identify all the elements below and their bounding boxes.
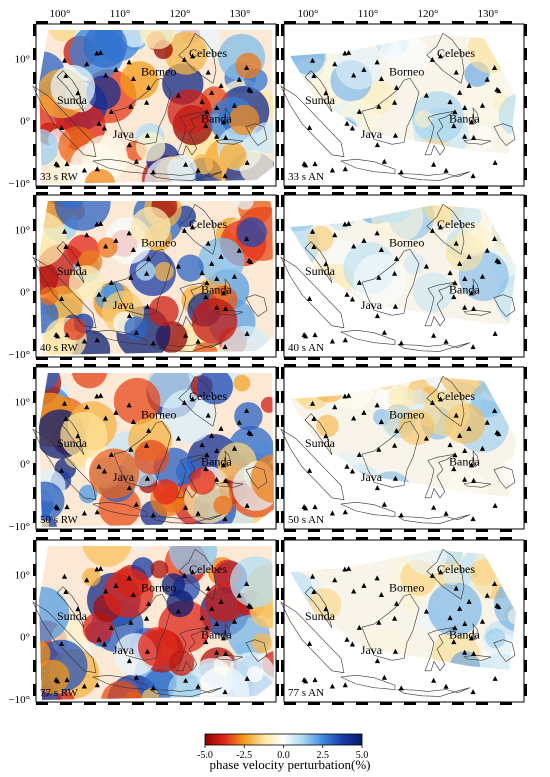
longitude-label: 120° [170, 8, 191, 20]
panel-label: 40 s RW [40, 342, 79, 354]
seismic-stations [53, 49, 254, 179]
panel-label: 77 s AN [288, 687, 324, 699]
place-label-sunda: Sunda [57, 436, 88, 450]
place-label-celebes: Celebes [189, 217, 227, 231]
map-panel-33-s-rw: Borneo Celebes Sunda Java Banda 33 s RW 100° 11… [8, 8, 279, 190]
place-label-celebes: Celebes [437, 389, 475, 403]
place-label-banda: Banda [449, 111, 480, 125]
place-label-banda: Banda [201, 111, 232, 125]
place-label-java: Java [113, 298, 135, 312]
map-panel-50-s-rw: Borneo Celebes Sunda Java Banda 50 s RW 10° 0° −… [8, 364, 279, 533]
seismic-stations [301, 565, 502, 695]
place-label-java: Java [113, 643, 135, 657]
place-label-banda: Banda [449, 282, 480, 296]
latitude-label: 0° [20, 459, 30, 471]
map-panel-40-s-rw: Borneo Celebes Sunda Java Banda 40 s RW 10° 0° −… [8, 192, 279, 361]
place-label-sunda: Sunda [305, 93, 336, 107]
latitude-label: −10° [8, 694, 30, 706]
place-label-celebes: Celebes [437, 217, 475, 231]
place-label-java: Java [361, 298, 383, 312]
place-label-java: Java [361, 643, 383, 657]
colorbar-tick-label: 0.0 [277, 750, 290, 761]
longitude-label: 110° [358, 8, 379, 20]
place-label-sunda: Sunda [305, 436, 336, 450]
place-label-banda: Banda [201, 282, 232, 296]
place-label-celebes: Celebes [189, 46, 227, 60]
seismic-stations [53, 220, 254, 350]
panel-label: 50 s AN [288, 514, 324, 526]
colorbar: -5.0 -2.5 0.0 2.5 5.0 [197, 733, 369, 761]
place-label-borneo: Borneo [141, 65, 176, 79]
place-label-sunda: Sunda [57, 93, 88, 107]
coastlines [280, 548, 516, 697]
map-panel-50-s-an: Borneo Celebes Sunda Java Banda 50 s AN [280, 364, 527, 532]
map-panel-40-s-an: Borneo Celebes Sunda Java Banda 40 s AN [280, 192, 527, 360]
colorbar-tick-label: -5.0 [197, 750, 213, 761]
latitude-label: −10° [8, 521, 30, 533]
place-label-celebes: Celebes [437, 46, 475, 60]
longitude-label: 120° [418, 8, 439, 20]
velocity-field [39, 201, 274, 355]
longitude-label: 130° [478, 8, 499, 20]
map-panel-77-s-rw: Borneo Celebes Sunda Java Banda 77 s RW 10° 0° −… [8, 537, 279, 706]
longitude-label: 110° [110, 8, 131, 20]
place-label-borneo: Borneo [389, 236, 424, 250]
place-label-borneo: Borneo [141, 408, 176, 422]
seismic-stations [301, 392, 502, 522]
place-label-sunda: Sunda [57, 264, 88, 278]
velocity-field [39, 373, 274, 527]
place-label-sunda: Sunda [305, 609, 336, 623]
latitude-label: 0° [20, 632, 30, 644]
seismic-stations [53, 392, 254, 522]
latitude-label: 10° [15, 396, 30, 408]
place-label-banda: Banda [449, 627, 480, 641]
place-label-java: Java [113, 127, 135, 141]
coastlines [280, 32, 516, 181]
colorbar-title: phase velocity perturbation(%) [209, 757, 371, 772]
panel-label: 40 s AN [288, 342, 324, 354]
seismic-stations [53, 565, 254, 695]
panel-label: 77 s RW [40, 687, 79, 699]
latitude-label: 10° [15, 224, 30, 236]
place-label-banda: Banda [449, 454, 480, 468]
seismic-stations [301, 220, 502, 350]
colorbar-tick-label: 5.0 [356, 750, 369, 761]
panel-label: 50 s RW [40, 514, 79, 526]
panel-label: 33 s AN [288, 171, 324, 183]
place-label-java: Java [113, 470, 135, 484]
place-label-sunda: Sunda [305, 264, 336, 278]
colorbar-tick-label: -2.5 [236, 750, 252, 761]
map-panel-33-s-an: Borneo Celebes Sunda Java Banda 33 s AN 100° 11… [280, 8, 527, 189]
colorbar-tick-label: 2.5 [317, 750, 330, 761]
latitude-label: 10° [15, 569, 30, 581]
place-label-borneo: Borneo [141, 581, 176, 595]
place-label-banda: Banda [201, 627, 232, 641]
place-label-borneo: Borneo [141, 236, 176, 250]
coastlines [32, 375, 268, 524]
latitude-label: 0° [20, 287, 30, 299]
place-label-banda: Banda [201, 454, 232, 468]
map-panel-77-s-an: Borneo Celebes Sunda Java Banda 77 s AN [280, 537, 527, 705]
place-label-java: Java [361, 470, 383, 484]
place-label-java: Java [361, 127, 383, 141]
place-label-borneo: Borneo [389, 581, 424, 595]
latitude-label: −10° [8, 178, 30, 190]
place-label-sunda: Sunda [57, 609, 88, 623]
place-label-celebes: Celebes [189, 389, 227, 403]
panel-label: 33 s RW [40, 171, 79, 183]
coastlines [32, 548, 268, 697]
place-label-borneo: Borneo [389, 65, 424, 79]
place-label-borneo: Borneo [389, 408, 424, 422]
place-label-celebes: Celebes [437, 562, 475, 576]
longitude-label: 100° [50, 8, 71, 20]
longitude-label: 100° [298, 8, 319, 20]
seismic-stations [301, 49, 502, 179]
longitude-label: 130° [230, 8, 251, 20]
latitude-label: 10° [15, 53, 30, 65]
colorbar-gradient [204, 733, 363, 746]
place-label-celebes: Celebes [189, 562, 227, 576]
latitude-label: −10° [8, 349, 30, 361]
latitude-label: 0° [20, 116, 30, 128]
